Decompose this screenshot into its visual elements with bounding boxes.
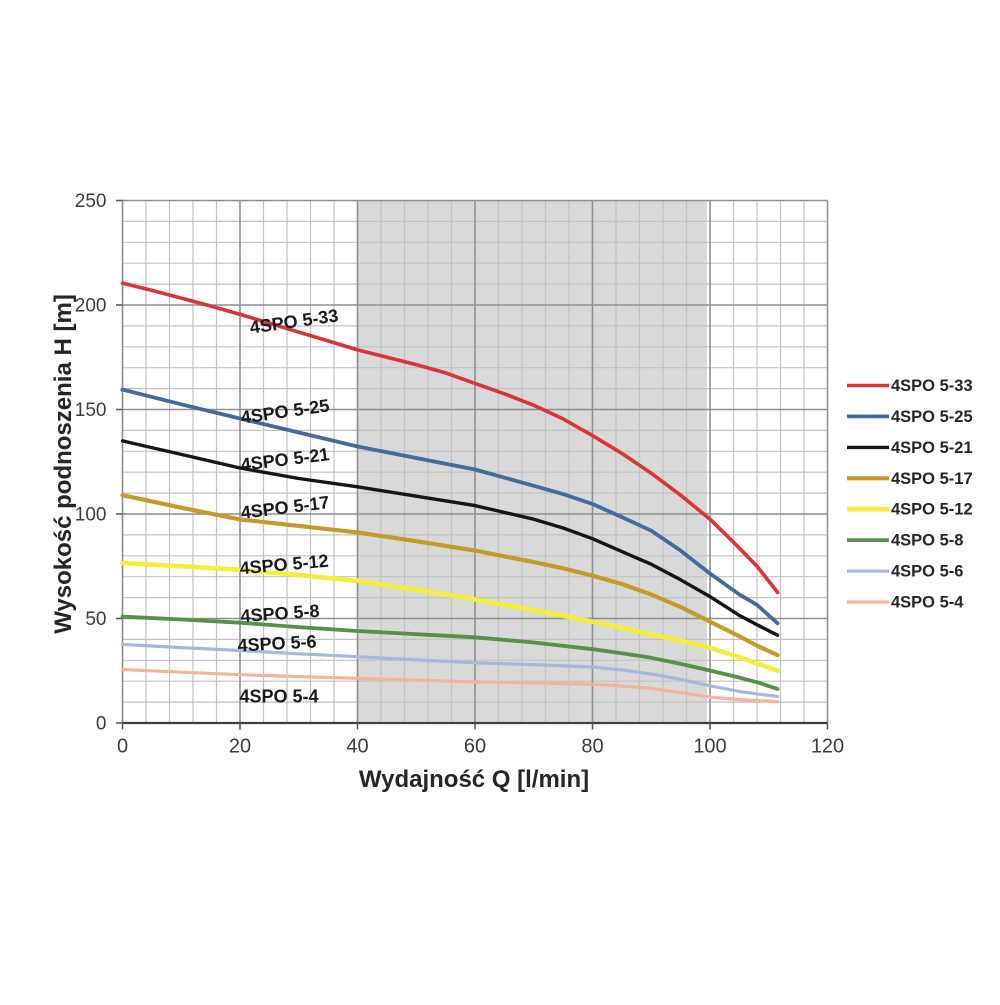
svg-text:4SPO 5-8: 4SPO 5-8: [891, 532, 963, 550]
svg-text:0: 0: [96, 714, 107, 735]
svg-text:200: 200: [75, 296, 107, 317]
svg-text:50: 50: [85, 609, 106, 630]
svg-text:120: 120: [811, 736, 844, 758]
svg-text:4SPO 5-33: 4SPO 5-33: [891, 377, 973, 395]
svg-text:0: 0: [117, 736, 128, 758]
svg-text:100: 100: [75, 505, 107, 526]
svg-text:4SPO 5-12: 4SPO 5-12: [891, 501, 973, 519]
svg-text:4SPO 5-4: 4SPO 5-4: [891, 594, 964, 612]
svg-text:250: 250: [75, 191, 107, 212]
svg-text:4SPO 5-6: 4SPO 5-6: [891, 563, 963, 581]
svg-text:60: 60: [464, 736, 486, 758]
svg-text:4SPO 5-4: 4SPO 5-4: [239, 687, 318, 707]
svg-text:4SPO 5-25: 4SPO 5-25: [891, 408, 973, 426]
svg-text:Wydajność Q [l/min]: Wydajność Q [l/min]: [359, 766, 589, 793]
svg-text:40: 40: [346, 736, 368, 758]
svg-text:Wysokość podnoszenia H [m]: Wysokość podnoszenia H [m]: [50, 294, 77, 634]
svg-text:100: 100: [693, 736, 726, 758]
svg-text:4SPO 5-21: 4SPO 5-21: [891, 439, 973, 457]
svg-text:80: 80: [581, 736, 603, 758]
svg-text:4SPO 5-6: 4SPO 5-6: [237, 631, 317, 655]
svg-text:20: 20: [229, 736, 251, 758]
svg-text:150: 150: [75, 400, 107, 421]
svg-text:4SPO 5-17: 4SPO 5-17: [891, 470, 973, 488]
